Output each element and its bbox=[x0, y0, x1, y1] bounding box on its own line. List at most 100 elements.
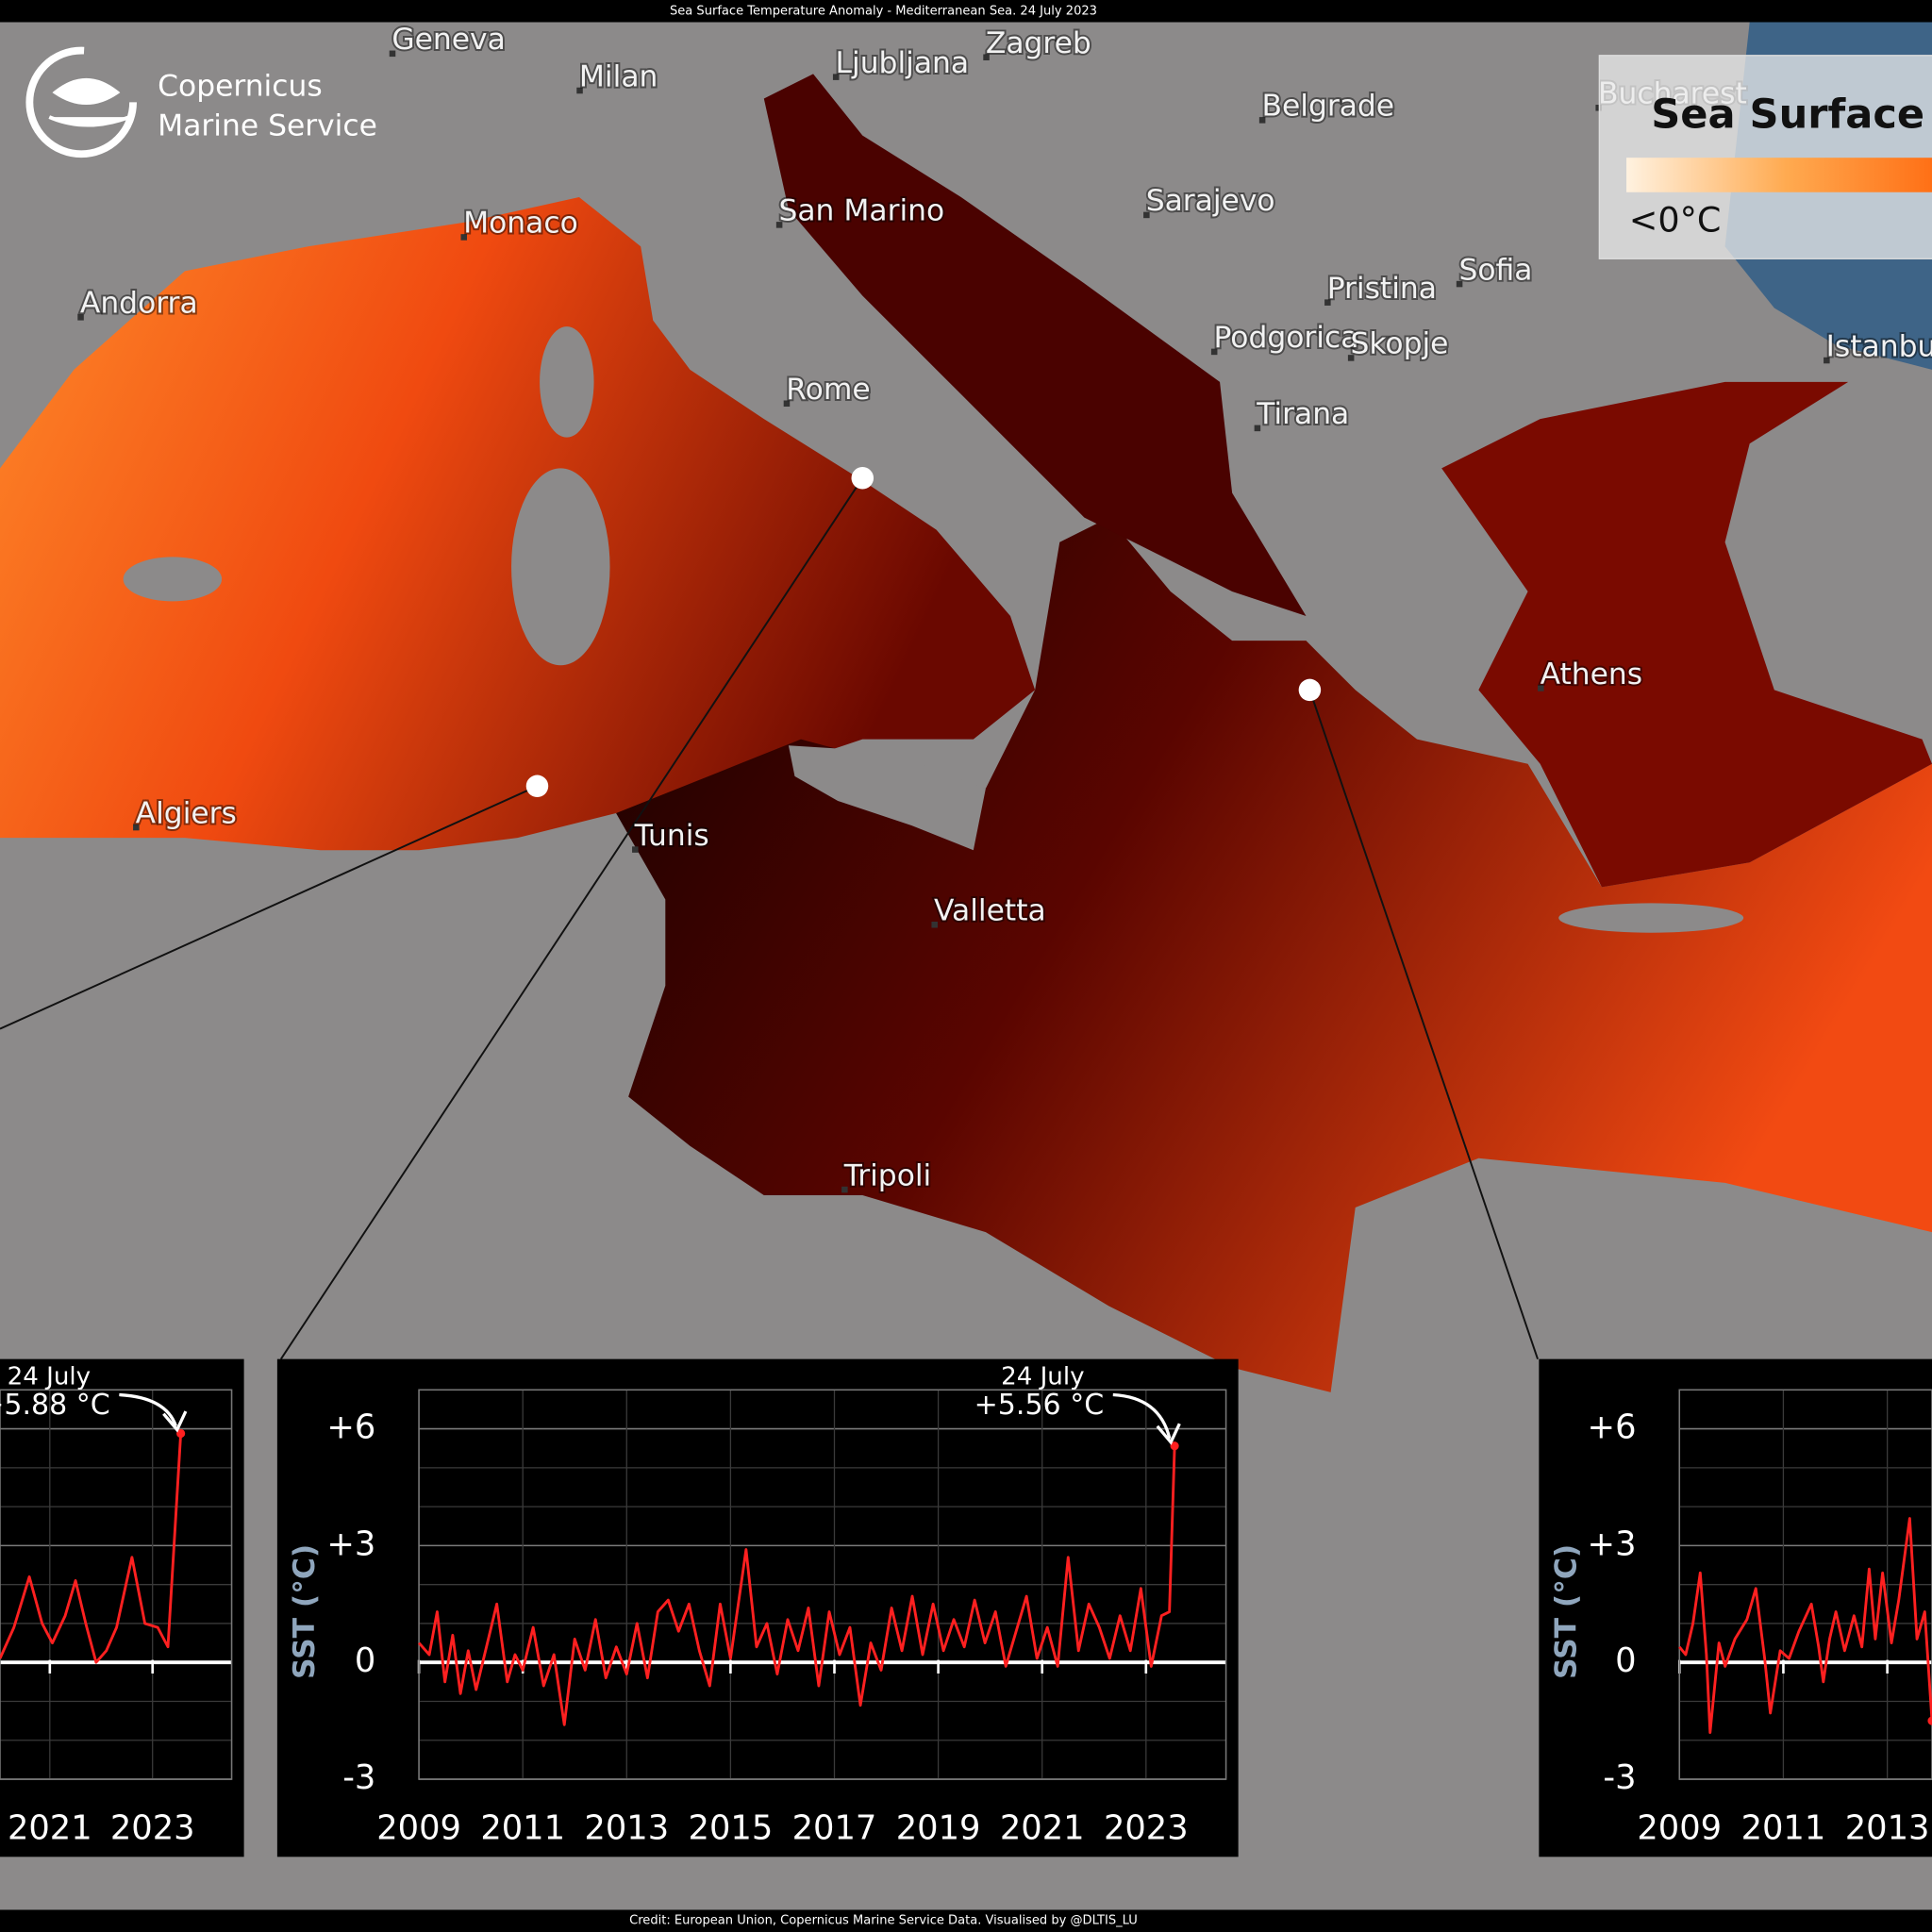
logo-text: Copernicus bbox=[158, 70, 323, 104]
city-marker bbox=[1456, 280, 1463, 288]
annotation-value: +5.88 °C bbox=[0, 1389, 110, 1422]
y-axis-label: SST (°C) bbox=[1549, 1544, 1583, 1679]
data-line bbox=[0, 1433, 183, 1664]
city-marker bbox=[77, 314, 84, 321]
latest-point bbox=[1927, 1716, 1932, 1725]
city-marker bbox=[783, 400, 791, 408]
data-line bbox=[1678, 1517, 1932, 1734]
site-marker bbox=[525, 774, 549, 798]
y-tick-label: 0 bbox=[355, 1641, 375, 1680]
x-tick-label: 2023 bbox=[1104, 1809, 1189, 1848]
y-axis-label: SST (°C) bbox=[288, 1544, 322, 1679]
legend-bar bbox=[1626, 158, 1932, 192]
city-marker bbox=[1143, 211, 1150, 219]
y-tick-label: +3 bbox=[326, 1524, 375, 1563]
city-label: Podgorica bbox=[1214, 321, 1359, 355]
y-tick-label: +6 bbox=[326, 1408, 375, 1447]
annotation-date: 24 July bbox=[1001, 1363, 1084, 1391]
y-tick-label: -3 bbox=[342, 1758, 375, 1797]
logo-fish bbox=[48, 78, 130, 127]
x-tick-label: 2011 bbox=[480, 1809, 565, 1848]
city-marker bbox=[931, 921, 938, 928]
logo-text: Marine Service bbox=[158, 109, 377, 143]
city-label: Athens bbox=[1541, 658, 1642, 691]
city-labels: GenevaMilanLjubljanaZagrebBelgradeBuchar… bbox=[77, 21, 1932, 1194]
y-tick-label: -3 bbox=[1603, 1758, 1636, 1797]
city-label: Ljubljana bbox=[836, 46, 970, 80]
x-tick-label: 2011 bbox=[1741, 1809, 1826, 1848]
header-bar bbox=[0, 0, 1932, 23]
annotation-arrowhead bbox=[1156, 1423, 1181, 1445]
x-tick-label: 2017 bbox=[792, 1809, 877, 1848]
x-tick-label: 2023 bbox=[110, 1809, 195, 1848]
legend-box bbox=[1598, 55, 1932, 259]
city-label: Tirana bbox=[1256, 397, 1349, 431]
city-label: Milan bbox=[579, 59, 658, 93]
city-label: Tripoli bbox=[843, 1158, 932, 1192]
city-label: Pristina bbox=[1327, 272, 1437, 306]
city-label: Sofia bbox=[1458, 253, 1532, 287]
city-marker bbox=[460, 234, 468, 241]
city-label: Sarajevo bbox=[1146, 184, 1275, 218]
city-label: Valletta bbox=[934, 894, 1046, 928]
city-marker bbox=[389, 50, 396, 58]
city-marker bbox=[832, 74, 840, 80]
annotation-value: +5.56 °C bbox=[974, 1389, 1105, 1422]
legend-min: <0°C bbox=[1629, 200, 1722, 241]
x-tick-label: 2021 bbox=[1000, 1809, 1085, 1848]
city-marker bbox=[576, 87, 583, 94]
footer-bar bbox=[0, 1909, 1932, 1932]
y-tick-label: 0 bbox=[1615, 1641, 1636, 1680]
x-tick-label: 2019 bbox=[896, 1809, 981, 1848]
city-marker bbox=[841, 1186, 848, 1193]
sicily bbox=[788, 745, 986, 851]
x-tick-label: 2013 bbox=[1845, 1809, 1930, 1848]
city-label: Rome bbox=[786, 373, 870, 407]
city-label: Zagreb bbox=[986, 26, 1091, 60]
annotation-arrow bbox=[119, 1392, 177, 1427]
city-marker bbox=[1347, 355, 1355, 361]
city-label: Andorra bbox=[80, 287, 198, 321]
y-tick-label: +6 bbox=[1588, 1408, 1637, 1447]
city-label: Istanbu bbox=[1826, 329, 1932, 363]
city-label: Belgrade bbox=[1261, 90, 1394, 124]
x-tick-label: 2009 bbox=[376, 1809, 461, 1848]
annotation-arrow bbox=[1112, 1392, 1172, 1440]
annotation-date: 24 July bbox=[8, 1363, 91, 1391]
x-tick-label: 2015 bbox=[689, 1809, 774, 1848]
city-label: Monaco bbox=[463, 207, 578, 241]
header-title: Sea Surface Temperature Anomaly - Medite… bbox=[670, 4, 1097, 18]
x-tick-label: 2009 bbox=[1637, 1809, 1722, 1848]
x-tick-label: 2021 bbox=[8, 1809, 92, 1848]
city-marker bbox=[983, 54, 990, 60]
city-label: Tunis bbox=[634, 819, 709, 853]
adriatic bbox=[763, 74, 1307, 617]
annotation-arrowhead bbox=[162, 1410, 188, 1433]
plot-frame bbox=[418, 1389, 1227, 1780]
city-marker bbox=[1538, 685, 1544, 691]
data-line bbox=[418, 1445, 1176, 1726]
aegean bbox=[1441, 381, 1932, 888]
corsica bbox=[540, 326, 594, 438]
x-tick-label: 2013 bbox=[584, 1809, 669, 1848]
site-marker bbox=[851, 467, 874, 490]
latest-point bbox=[1170, 1441, 1179, 1451]
city-label: Geneva bbox=[391, 23, 505, 57]
site-marker bbox=[1298, 678, 1322, 702]
city-marker bbox=[632, 846, 639, 853]
sardinia bbox=[511, 468, 610, 666]
credit: Credit: European Union, Copernicus Marin… bbox=[629, 1914, 1138, 1928]
city-marker bbox=[1258, 117, 1266, 124]
chart-panel bbox=[276, 1358, 1239, 1857]
legend-title: Sea Surface T bbox=[1651, 92, 1932, 139]
connector bbox=[1308, 690, 1539, 1359]
eastern-sea bbox=[616, 517, 1932, 1392]
city-marker bbox=[1824, 357, 1830, 364]
plot-frame bbox=[0, 1389, 233, 1780]
city-marker bbox=[133, 824, 140, 831]
city-label: Skopje bbox=[1351, 327, 1449, 361]
city-marker bbox=[1324, 299, 1331, 306]
city-marker bbox=[775, 222, 783, 228]
